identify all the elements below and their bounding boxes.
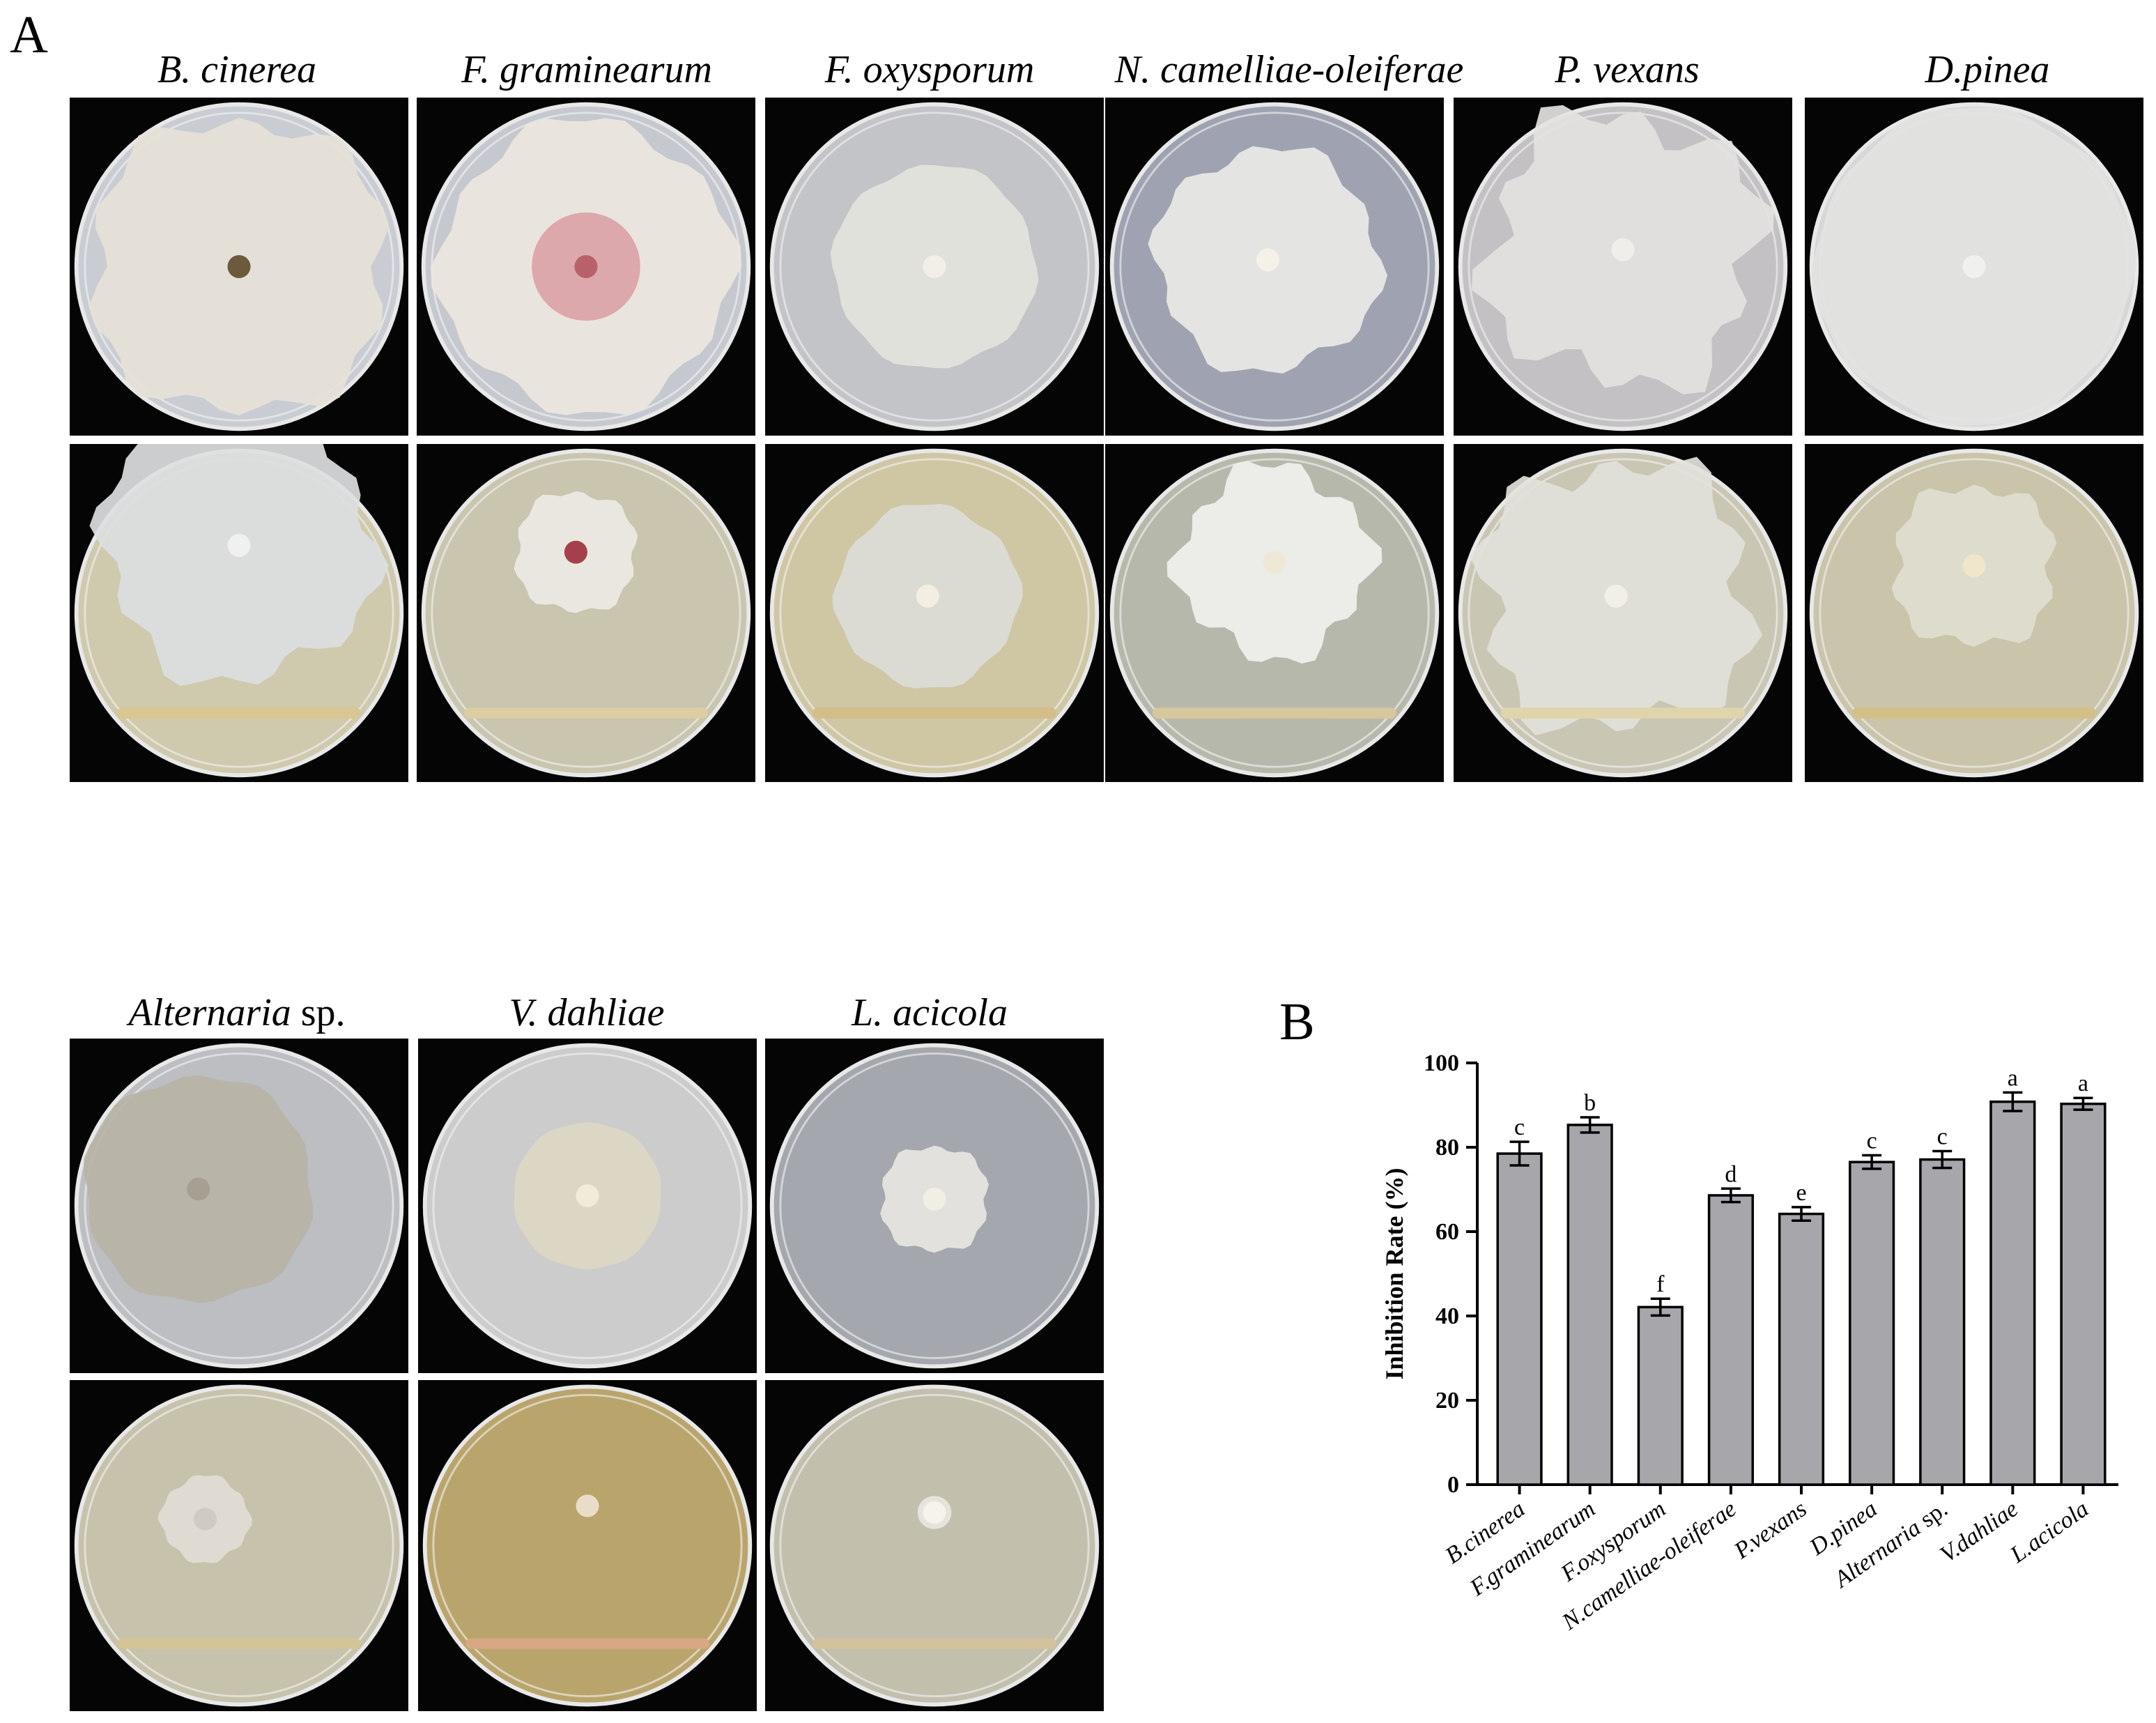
bar: [1849, 1161, 1895, 1486]
significance-letter: a: [2078, 1071, 2088, 1096]
plate-photo-n-camelliae-control: [1105, 98, 1444, 436]
y-tick-label: 0: [1447, 1472, 1459, 1498]
plate-photo-p-vexans-coculture: [1454, 444, 1792, 782]
panel-b-label: B: [1279, 993, 1315, 1051]
plate-photo-alternaria-coculture: [70, 1380, 408, 1711]
plate-photo-n-camelliae-coculture: [1105, 444, 1444, 782]
bar: [1707, 1194, 1754, 1486]
panel-a-label: A: [10, 6, 48, 64]
plate-photo-f-oxysporum-control: [765, 98, 1104, 436]
organism-label-b-cinerea: B. cinerea: [157, 48, 317, 91]
organism-label-v-dahliae: V. dahliae: [509, 991, 665, 1034]
plate-photo-l-acicola-coculture: [765, 1380, 1104, 1711]
bar: [1778, 1212, 1825, 1486]
significance-letter: a: [2008, 1065, 2018, 1091]
organism-label-f-oxysporum: F. oxysporum: [824, 48, 1035, 91]
organism-label-l-acicola: L. acicola: [852, 991, 1008, 1034]
bar: [1637, 1305, 1684, 1486]
significance-letter: b: [1584, 1090, 1596, 1116]
plate-photo-b-cinerea-coculture: [70, 444, 408, 782]
y-tick-label: 60: [1435, 1219, 1459, 1245]
plate-photo-f-graminearum-control: [417, 98, 755, 436]
x-tick-label: L.acicola: [2005, 1496, 2093, 1568]
organism-label-n-camelliae: N. camelliae-oleiferae: [1114, 48, 1464, 91]
significance-letter: c: [1514, 1115, 1525, 1140]
bar: [1496, 1152, 1543, 1486]
bar: [2060, 1102, 2107, 1486]
significance-letter: d: [1725, 1161, 1737, 1187]
plate-photo-v-dahliae-control: [418, 1039, 757, 1373]
plate-photo-f-graminearum-coculture: [417, 444, 755, 782]
y-tick-label: 20: [1435, 1388, 1459, 1414]
organism-label-f-graminearum: F. graminearum: [461, 48, 712, 91]
bar: [1989, 1100, 2036, 1486]
plate-photo-alternaria-control: [70, 1039, 408, 1373]
plate-photo-f-oxysporum-coculture: [765, 444, 1104, 782]
y-tick-label: 40: [1435, 1303, 1459, 1329]
plate-photo-v-dahliae-coculture: [418, 1380, 757, 1711]
plate-photo-d-pinea-control: [1805, 98, 2143, 436]
x-tick-label: P.vexans: [1729, 1496, 1811, 1564]
significance-letter: c: [1937, 1124, 1948, 1149]
organism-label-d-pinea: D.pinea: [1925, 48, 2050, 91]
organism-label-alternaria: Alternaria sp.: [128, 991, 346, 1034]
plate-photo-b-cinerea-control: [70, 98, 408, 436]
y-axis-title: Inhibition Rate (%): [1380, 1167, 1408, 1379]
plate-photo-l-acicola-control: [765, 1039, 1104, 1373]
x-tick-label: V.dahliae: [1936, 1496, 2023, 1568]
bar: [1566, 1124, 1613, 1486]
significance-letter: c: [1867, 1128, 1877, 1154]
y-tick-label: 80: [1435, 1135, 1459, 1161]
plate-photo-d-pinea-coculture: [1805, 444, 2143, 782]
organism-label-p-vexans: P. vexans: [1555, 48, 1700, 91]
significance-letter: f: [1656, 1271, 1665, 1297]
bar: [1919, 1158, 1966, 1486]
significance-letter: e: [1796, 1180, 1806, 1206]
plate-photo-p-vexans-control: [1454, 98, 1792, 436]
y-tick-label: 100: [1424, 1050, 1459, 1076]
